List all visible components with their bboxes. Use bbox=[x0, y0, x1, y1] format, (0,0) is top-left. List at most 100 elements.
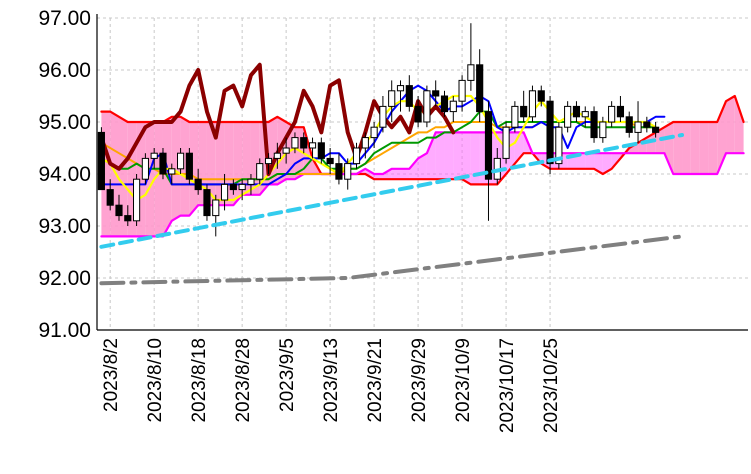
cloud-segment bbox=[435, 132, 445, 180]
candle-body bbox=[264, 157, 273, 165]
candle-body bbox=[414, 105, 422, 123]
candle bbox=[643, 116, 651, 133]
candle bbox=[405, 75, 413, 112]
candle bbox=[528, 85, 537, 122]
cloud-segment bbox=[374, 174, 383, 180]
trend-lines bbox=[99, 133, 685, 286]
candle bbox=[634, 101, 642, 143]
candle bbox=[106, 179, 114, 211]
candle bbox=[616, 96, 625, 122]
cloud-segment bbox=[171, 116, 181, 221]
candle-body bbox=[133, 178, 141, 222]
candle-body bbox=[115, 204, 123, 217]
candle bbox=[291, 132, 299, 154]
candle-body bbox=[423, 90, 431, 123]
cloud-segment bbox=[726, 96, 735, 154]
x-tick-label: 2023/9/29 bbox=[409, 338, 430, 423]
cloud-segment bbox=[585, 153, 595, 169]
cloud-segment bbox=[734, 96, 744, 154]
candle bbox=[440, 90, 449, 117]
candle bbox=[449, 96, 457, 122]
candle-body bbox=[238, 183, 246, 191]
cloud-segment bbox=[418, 153, 427, 180]
candle bbox=[414, 96, 422, 128]
candle bbox=[238, 179, 246, 200]
candle-body bbox=[546, 100, 554, 165]
candle-body bbox=[440, 95, 449, 113]
cloud-segment bbox=[382, 168, 392, 180]
x-tick-label: 2023/9/5 bbox=[277, 338, 298, 412]
x-tick-label: 2023/9/13 bbox=[321, 338, 342, 423]
candle-body bbox=[176, 152, 185, 170]
candle-body bbox=[370, 126, 378, 139]
candle bbox=[256, 158, 264, 185]
candle bbox=[467, 23, 475, 91]
candle-body bbox=[326, 157, 334, 165]
candle bbox=[352, 142, 361, 169]
candle-body bbox=[467, 64, 475, 81]
y-tick-label: 93.00 bbox=[38, 215, 91, 238]
candle bbox=[458, 75, 466, 112]
cloud-segment bbox=[277, 116, 287, 185]
candle-body bbox=[141, 157, 149, 180]
candle-body bbox=[344, 163, 352, 180]
x-tick-label: 2023/8/28 bbox=[233, 338, 254, 423]
candle-body bbox=[555, 126, 563, 165]
candle-body bbox=[150, 152, 158, 159]
cloud-segment bbox=[470, 132, 480, 185]
cloud-segment bbox=[462, 132, 471, 185]
candle bbox=[176, 148, 185, 174]
candle bbox=[300, 132, 308, 154]
x-tick-label: 2023/8/18 bbox=[189, 338, 210, 423]
y-tick-label: 91.00 bbox=[38, 319, 91, 342]
candle bbox=[97, 127, 105, 191]
candle bbox=[581, 106, 589, 128]
candle-body bbox=[273, 152, 281, 159]
candle-body bbox=[625, 116, 633, 133]
candle-body bbox=[484, 111, 493, 180]
cloud-segment bbox=[708, 122, 718, 174]
candle-body bbox=[520, 105, 528, 118]
candle bbox=[212, 194, 220, 237]
candle-body bbox=[352, 147, 361, 165]
cloud-segment bbox=[400, 168, 410, 180]
cloud-segment bbox=[189, 122, 199, 216]
candle bbox=[229, 179, 237, 195]
cloud-segment bbox=[242, 122, 251, 195]
candle bbox=[502, 122, 510, 164]
cloud-segment bbox=[391, 168, 401, 180]
cloud-segment bbox=[682, 122, 691, 174]
candle-body bbox=[449, 100, 457, 113]
candle-body bbox=[608, 105, 616, 123]
candle-body bbox=[476, 64, 484, 113]
candle-body bbox=[388, 90, 396, 107]
candle-body bbox=[572, 105, 581, 118]
candle-body bbox=[106, 189, 114, 206]
cloud-segment bbox=[664, 122, 674, 174]
candle-body bbox=[564, 105, 572, 128]
cloud-segment bbox=[426, 132, 436, 180]
candlesticks bbox=[97, 23, 660, 237]
candle bbox=[220, 174, 229, 211]
candle-body bbox=[590, 111, 598, 139]
candle-body bbox=[652, 126, 660, 133]
x-tick-label: 2023/8/10 bbox=[145, 338, 166, 423]
cloud-segment bbox=[699, 122, 709, 174]
candle bbox=[150, 148, 158, 169]
candle bbox=[520, 90, 528, 122]
cloud-segment bbox=[444, 132, 454, 180]
candle-body bbox=[168, 168, 176, 175]
candle-body bbox=[291, 137, 299, 149]
candle bbox=[124, 205, 132, 226]
candle-body bbox=[185, 152, 193, 180]
candle-body bbox=[432, 90, 440, 97]
candle bbox=[361, 132, 369, 159]
candle-body bbox=[458, 79, 466, 102]
axes bbox=[96, 14, 748, 331]
candle-body bbox=[405, 85, 413, 107]
cloud-segment bbox=[145, 122, 155, 237]
cloud-segment bbox=[233, 122, 243, 206]
candle-body bbox=[203, 189, 211, 217]
candle bbox=[484, 101, 493, 221]
